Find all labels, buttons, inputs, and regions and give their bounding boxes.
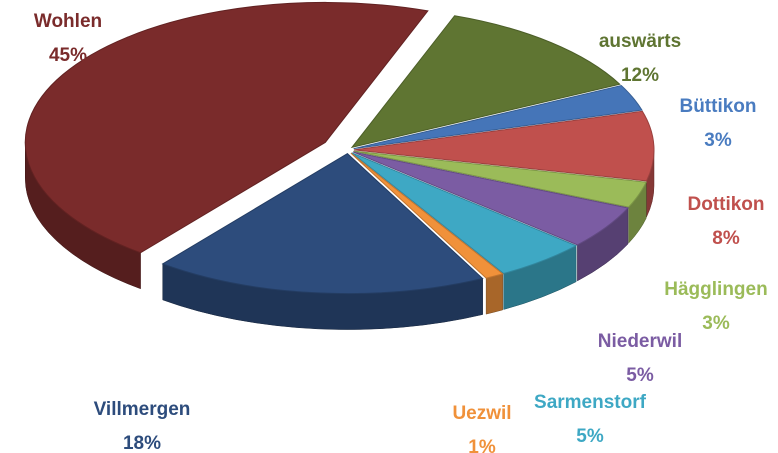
slice-label: Büttikon (679, 96, 756, 117)
slice-label: Hägglingen (664, 279, 767, 300)
slice-value-label: 8% (712, 228, 740, 249)
slice-label: Dottikon (687, 194, 764, 215)
slice-value-label: 18% (123, 433, 161, 453)
slice-label: Niederwil (598, 331, 682, 352)
slice (24, 1, 429, 254)
slice-value-label: 45% (49, 45, 87, 66)
slice (161, 152, 484, 295)
slice (351, 152, 578, 275)
slice (350, 152, 504, 279)
slice (352, 151, 629, 246)
slice-label: Wohlen (34, 11, 102, 32)
slice-value-label: 12% (621, 65, 659, 86)
slice-label: Uezwil (452, 403, 511, 424)
slice-value-label: 3% (702, 313, 730, 334)
slice-value-label: 3% (704, 130, 732, 151)
slice-side (485, 273, 503, 315)
slice (353, 110, 655, 182)
slice-value-label: 5% (626, 365, 654, 386)
slice-value-label: 5% (576, 426, 604, 447)
slice-value-label: 1% (468, 437, 496, 453)
slice (353, 85, 643, 150)
slice-label: auswärts (599, 31, 681, 52)
slice (353, 150, 648, 208)
slice (350, 15, 621, 149)
slice-label: Sarmenstorf (534, 392, 647, 413)
slice-label: Villmergen (94, 399, 191, 420)
